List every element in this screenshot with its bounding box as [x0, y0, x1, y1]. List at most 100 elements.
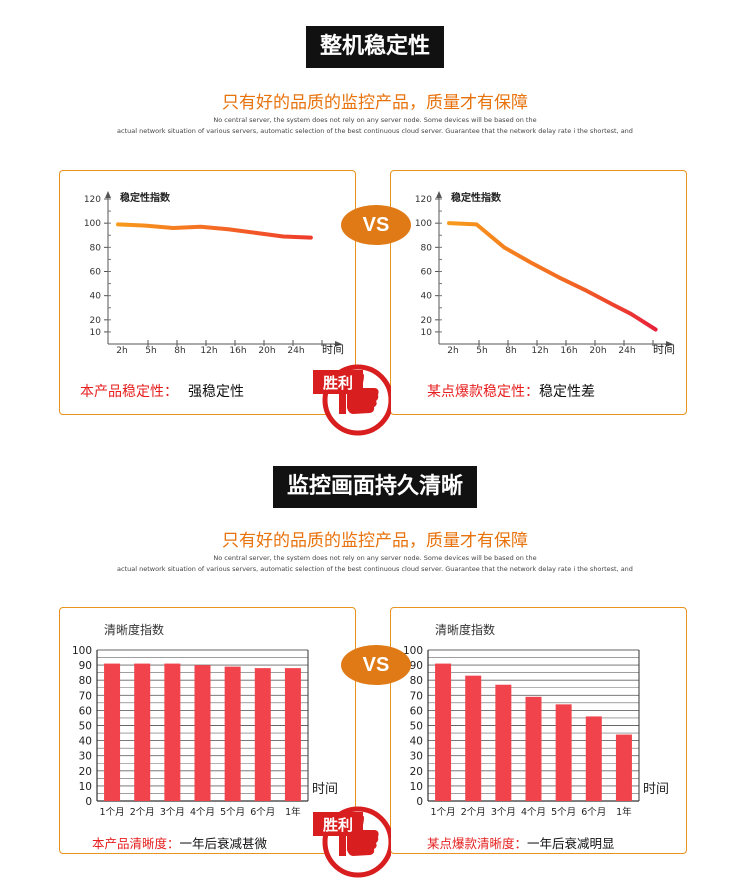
x-tick-label: 12h	[200, 346, 217, 356]
caption-label: 某点爆款稳定性：	[427, 384, 539, 400]
x-tick-label: 4个月	[521, 807, 546, 818]
clarity-panel-other: 清晰度指数 0 10 20 30 40 50 60 70 80 90 100 1个月 2个月 3个月 4个月 5…	[390, 607, 687, 854]
y-tick-label: 0	[85, 796, 92, 808]
x-tick-label: 5h	[476, 346, 487, 356]
caption-value: 一年后衰减明显	[527, 836, 615, 851]
slogan: 只有好的品质的监控产品，质量才有保障	[222, 531, 528, 551]
x-tick-label: 24h	[618, 346, 635, 356]
y-axis-label: 稳定性指数	[120, 191, 171, 204]
bar	[495, 684, 512, 801]
x-tick-label: 8h	[174, 346, 185, 356]
y-tick-label: 20	[410, 766, 423, 778]
x-tick-label: 4个月	[190, 807, 215, 818]
y-tick-label: 10	[79, 781, 92, 793]
y-tick-label: 50	[410, 721, 423, 733]
x-axis-arrow	[666, 341, 673, 347]
bar	[224, 666, 241, 801]
x-tick-label: 2个月	[461, 807, 486, 818]
y-tick-label: 80	[421, 243, 433, 253]
x-tick-label: 5个月	[220, 807, 245, 818]
y-tick-label: 60	[79, 705, 92, 717]
y-tick-label: 80	[90, 243, 102, 253]
y-tick-label: 50	[79, 721, 92, 733]
x-tick-label: 16h	[229, 346, 246, 356]
x-tick-label: 3个月	[491, 807, 516, 818]
bar	[465, 675, 482, 801]
x-axis-label: 时间	[312, 782, 338, 797]
bar	[585, 716, 602, 801]
vs-badge: VS	[341, 205, 411, 245]
x-tick-label: 6个月	[581, 807, 606, 818]
badge-label: 胜利	[323, 374, 353, 392]
x-tick-label: 2个月	[130, 807, 155, 818]
bar	[525, 696, 542, 801]
x-tick-label: 2h	[116, 346, 127, 356]
victory-thumb-badge: 胜利	[313, 364, 391, 436]
y-tick-label: 70	[79, 690, 92, 702]
y-tick-label: 40	[90, 292, 102, 302]
y-axis-arrow	[105, 191, 111, 198]
bar	[164, 663, 181, 801]
y-tick-label: 60	[421, 268, 433, 278]
y-axis-label: 清晰度指数	[104, 622, 164, 637]
y-tick-label: 100	[403, 645, 423, 657]
y-tick-label: 80	[410, 675, 423, 687]
x-axis-label: 时间	[643, 782, 669, 797]
x-tick-label: 2h	[447, 346, 458, 356]
caption-label: 某点爆款清晰度：	[427, 836, 528, 851]
y-tick-label: 100	[72, 645, 92, 657]
x-axis-label: 时间	[653, 343, 675, 356]
y-tick-label: 0	[416, 796, 423, 808]
english-line-1: No central server, the system does not r…	[213, 116, 537, 124]
y-tick-label: 10	[421, 328, 433, 338]
x-tick-label: 24h	[287, 346, 304, 356]
y-tick-label: 80	[79, 675, 92, 687]
y-tick-label: 10	[410, 781, 423, 793]
vs-badge: VS	[341, 645, 411, 685]
y-tick-label: 120	[84, 195, 101, 205]
stability-caption-ours: 本产品稳定性： 强稳定性	[80, 381, 244, 401]
caption-value: 稳定性差	[539, 384, 595, 400]
slogan: 只有好的品质的监控产品，质量才有保障	[222, 93, 528, 113]
y-axis-arrow	[436, 191, 442, 198]
y-tick-label: 70	[410, 690, 423, 702]
stability-caption-other: 某点爆款稳定性：稳定性差	[427, 381, 595, 401]
x-tick-label: 1年	[616, 806, 632, 818]
clarity-chart-ours: 清晰度指数 0 10 20 30 40 50 60 70 80 90 100 1个月 2个月 3个月 4个月 5…	[72, 622, 338, 818]
y-tick-label: 100	[415, 219, 432, 229]
x-tick-label: 6个月	[250, 807, 275, 818]
stability-panel-other: 稳定性指数 时间 10 20 40 60 80 100 120 2h 5h 8h 12h 16h 20h 24…	[390, 170, 687, 415]
x-tick-label: 5个月	[551, 807, 576, 818]
x-tick-label: 3个月	[160, 807, 185, 818]
english-line-1: No central server, the system does not r…	[213, 554, 537, 562]
x-axis-arrow	[335, 341, 342, 347]
bar	[104, 663, 121, 801]
x-tick-label: 1年	[285, 806, 301, 818]
bar	[435, 663, 452, 801]
x-tick-label: 8h	[505, 346, 516, 356]
x-tick-label: 20h	[258, 346, 275, 356]
clarity-caption-other: 某点爆款清晰度：一年后衰减明显	[427, 833, 615, 852]
section-title-clarity: 监控画面持久清晰	[272, 466, 478, 508]
y-tick-label: 20	[79, 766, 92, 778]
y-tick-label: 30	[410, 751, 423, 763]
stability-panel-ours: 稳定性指数 时间 10 20 40 60 80 100 120 2h 5h 8h 12h 16h 20h 24…	[59, 170, 356, 415]
english-line-2: actual network situation of various serv…	[117, 565, 633, 573]
series-line	[447, 221, 658, 332]
y-tick-label: 30	[79, 751, 92, 763]
bar	[134, 663, 151, 801]
clarity-panel-ours: 清晰度指数 0 10 20 30 40 50 60 70 80 90 100 1个月 2个月 3个月 4个月 5…	[59, 607, 356, 854]
bar	[254, 668, 271, 801]
bar	[194, 665, 211, 801]
x-tick-label: 16h	[560, 346, 577, 356]
y-tick-label: 60	[410, 705, 423, 717]
x-tick-label: 5h	[145, 346, 156, 356]
caption-label: 本产品稳定性：	[80, 384, 178, 400]
y-axis-label: 清晰度指数	[435, 622, 495, 637]
victory-thumb-badge: 胜利	[313, 806, 391, 878]
caption-value: 强稳定性	[188, 384, 244, 400]
clarity-chart-other: 清晰度指数 0 10 20 30 40 50 60 70 80 90 100 1个月 2个月 3个月 4个月 5…	[403, 622, 669, 818]
x-tick-label: 20h	[589, 346, 606, 356]
